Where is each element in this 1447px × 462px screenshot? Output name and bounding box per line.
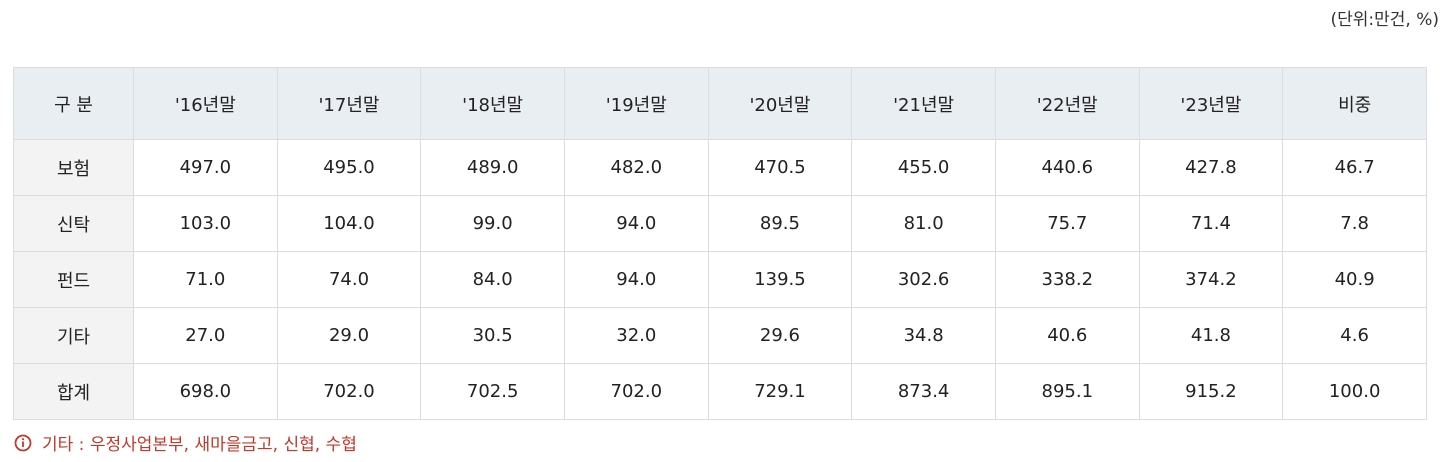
table-cell: 698.0 [133, 363, 278, 420]
column-header: '21년말 [851, 67, 996, 140]
column-header: '16년말 [133, 67, 278, 140]
table-cell: 895.1 [994, 363, 1140, 420]
table-cell: 29.0 [276, 307, 422, 364]
row-label: 펀드 [13, 251, 134, 308]
footnote: 기타 : 우정사업본부, 새마을금고, 신협, 수협 [14, 430, 357, 455]
table-cell: 729.1 [707, 363, 853, 420]
row-label: 신탁 [13, 195, 134, 252]
table-header-row: 구 분 '16년말 '17년말 '18년말 '19년말 '20년말 '21년말 … [13, 67, 1427, 140]
table-row-total: 합계 698.0 702.0 702.5 702.0 729.1 873.4 8… [13, 363, 1427, 420]
table-row: 펀드 71.0 74.0 84.0 94.0 139.5 302.6 338.2… [13, 251, 1427, 308]
info-circle-icon [14, 434, 32, 452]
table-cell: 873.4 [851, 363, 996, 420]
table-cell: 74.0 [276, 251, 422, 308]
footnote-text: 기타 : 우정사업본부, 새마을금고, 신협, 수협 [42, 435, 357, 455]
column-header: 비중 [1282, 67, 1427, 140]
table-cell: 100.0 [1282, 363, 1427, 420]
table-cell: 702.0 [563, 363, 709, 420]
table-cell: 94.0 [563, 195, 709, 252]
table-cell: 40.6 [994, 307, 1140, 364]
table-cell: 302.6 [851, 251, 996, 308]
table-cell: 427.8 [1138, 139, 1284, 196]
column-header: 구 분 [13, 67, 134, 140]
table-cell: 4.6 [1282, 307, 1427, 364]
table-cell: 84.0 [420, 251, 565, 308]
row-label: 기타 [13, 307, 134, 364]
column-header: '22년말 [994, 67, 1140, 140]
table-cell: 915.2 [1138, 363, 1284, 420]
table-cell: 75.7 [994, 195, 1140, 252]
table-cell: 497.0 [133, 139, 278, 196]
table-cell: 89.5 [707, 195, 853, 252]
table-cell: 482.0 [563, 139, 709, 196]
column-header: '18년말 [420, 67, 565, 140]
table-cell: 139.5 [707, 251, 853, 308]
table-cell: 27.0 [133, 307, 278, 364]
table-row: 기타 27.0 29.0 30.5 32.0 29.6 34.8 40.6 41… [13, 307, 1427, 364]
table-cell: 71.4 [1138, 195, 1284, 252]
table-cell: 30.5 [420, 307, 565, 364]
table-cell: 81.0 [851, 195, 996, 252]
table-cell: 71.0 [133, 251, 278, 308]
table-cell: 34.8 [851, 307, 996, 364]
unit-label: (단위:만건, %) [1330, 10, 1439, 30]
table-row: 보험 497.0 495.0 489.0 482.0 470.5 455.0 4… [13, 139, 1427, 196]
table-cell: 46.7 [1282, 139, 1427, 196]
table-cell: 455.0 [851, 139, 996, 196]
row-label: 보험 [13, 139, 134, 196]
table-cell: 470.5 [707, 139, 853, 196]
table-cell: 40.9 [1282, 251, 1427, 308]
table-cell: 29.6 [707, 307, 853, 364]
table-cell: 104.0 [276, 195, 422, 252]
table-cell: 103.0 [133, 195, 278, 252]
table-cell: 99.0 [420, 195, 565, 252]
column-header: '19년말 [563, 67, 709, 140]
table-cell: 7.8 [1282, 195, 1427, 252]
table-cell: 702.0 [276, 363, 422, 420]
column-header: '20년말 [707, 67, 853, 140]
table-cell: 495.0 [276, 139, 422, 196]
table-cell: 41.8 [1138, 307, 1284, 364]
data-table: 구 분 '16년말 '17년말 '18년말 '19년말 '20년말 '21년말 … [13, 67, 1427, 420]
column-header: '23년말 [1138, 67, 1284, 140]
column-header: '17년말 [276, 67, 422, 140]
row-label: 합계 [13, 363, 134, 420]
table-cell: 489.0 [420, 139, 565, 196]
table-cell: 94.0 [563, 251, 709, 308]
table-cell: 32.0 [563, 307, 709, 364]
table-cell: 440.6 [994, 139, 1140, 196]
table-cell: 374.2 [1138, 251, 1284, 308]
table-cell: 338.2 [994, 251, 1140, 308]
table-cell: 702.5 [420, 363, 565, 420]
table-row: 신탁 103.0 104.0 99.0 94.0 89.5 81.0 75.7 … [13, 195, 1427, 252]
